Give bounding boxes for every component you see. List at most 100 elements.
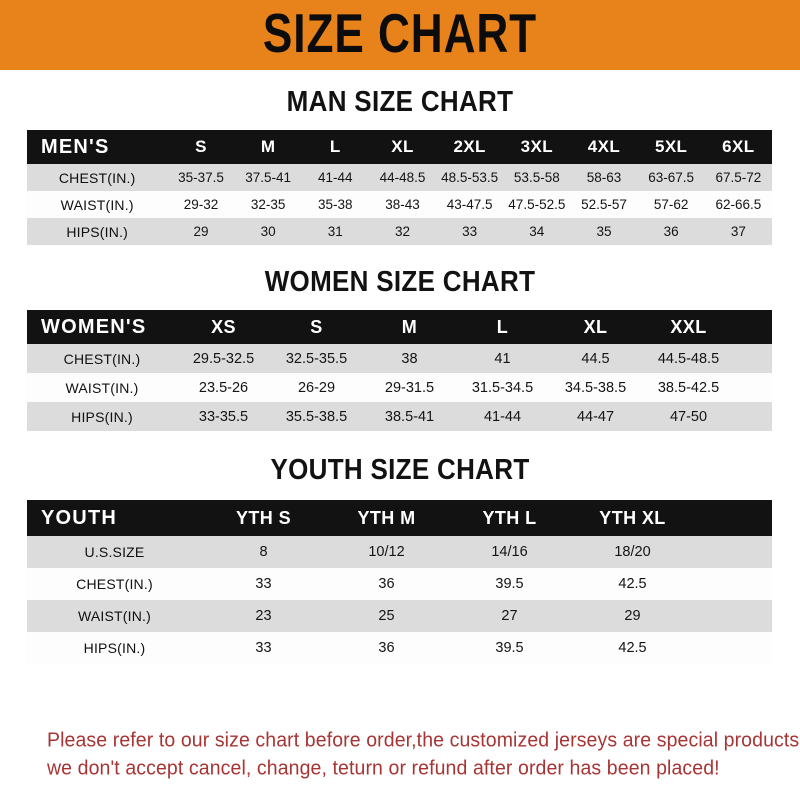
table-cell: 44-48.5: [379, 170, 426, 185]
table-cell: 37.5-41: [245, 170, 292, 185]
section-title-women: WOMEN SIZE CHART: [264, 264, 536, 298]
man-size-col-1: M: [260, 137, 276, 156]
table-cell: 32.5-35.5: [285, 350, 348, 367]
youth-corner-label: YOUTH: [41, 506, 117, 529]
man-size-col-3: XL: [391, 137, 414, 156]
table-header-row: WOMEN'S XS S M L XL XXL: [27, 310, 772, 344]
women-table-header: WOMEN'S XS S M L XL XXL: [27, 310, 772, 344]
women-size-col-1: S: [310, 316, 323, 337]
table-cell: 29: [624, 608, 641, 624]
footer-note-line-2: we don't accept cancel, change, teturn o…: [47, 756, 720, 780]
man-size-col-6: 4XL: [587, 137, 621, 156]
table-cell: 57-62: [653, 197, 689, 212]
women-size-col-5: XXL: [670, 316, 707, 337]
table-cell: 52.5-57: [581, 197, 627, 212]
women-size-table: WOMEN'S XS S M L XL XXL CHEST(IN.) 29.5-…: [27, 310, 772, 431]
table-cell: 33-35.5: [198, 408, 249, 425]
table-row: CHEST(IN.) 33 36 39.5 42.5: [27, 568, 772, 600]
table-cell: 14/16: [491, 544, 528, 560]
table-cell: 31: [327, 224, 343, 239]
table-cell: 63-67.5: [648, 170, 695, 185]
table-row: CHEST(IN.) 35-37.5 37.5-41 41-44 44-48.5…: [27, 164, 772, 191]
man-size-col-0: S: [195, 137, 207, 156]
table-cell: 58-63: [586, 170, 622, 185]
women-size-col-3: L: [496, 316, 509, 337]
man-table-header: MEN'S S M L XL 2XL 3XL 4XL 5XL 6XL: [27, 130, 772, 164]
table-cell: 38.5-41: [384, 408, 435, 425]
table-header-row: MEN'S S M L XL 2XL 3XL 4XL 5XL 6XL: [27, 130, 772, 164]
section-title-man: MAN SIZE CHART: [286, 84, 514, 118]
man-size-col-4: 2XL: [453, 137, 486, 156]
table-cell: 44.5-48.5: [657, 350, 720, 367]
row-filler: [735, 373, 772, 402]
man-corner-label: MEN'S: [41, 135, 110, 158]
table-row: WAIST(IN.) 23.5-26 26-29 29-31.5 31.5-34…: [27, 373, 772, 402]
table-cell: 38-43: [385, 197, 420, 212]
youth-size-col-2: YTH L: [482, 507, 537, 528]
table-cell: 27: [501, 608, 518, 624]
table-cell: 44.5: [581, 350, 610, 367]
women-table-body: CHEST(IN.) 29.5-32.5 32.5-35.5 38 41 44.…: [27, 344, 772, 431]
table-cell: 29.5-32.5: [192, 350, 255, 367]
table-row: HIPS(IN.) 33 36 39.5 42.5: [27, 632, 772, 664]
table-cell: 25: [378, 608, 395, 624]
table-cell: 35-38: [318, 197, 353, 212]
youth-table-header: YOUTH YTH S YTH M YTH L YTH XL: [27, 500, 772, 536]
row-filler: [694, 600, 772, 632]
table-header-row: YOUTH YTH S YTH M YTH L YTH XL: [27, 500, 772, 536]
man-size-col-2: L: [329, 137, 341, 156]
table-cell: 30: [260, 224, 276, 239]
table-cell: 8: [259, 544, 268, 560]
table-row: WAIST(IN.) 29-32 32-35 35-38 38-43 43-47…: [27, 191, 772, 218]
youth-size-table: YOUTH YTH S YTH M YTH L YTH XL U.S.SIZE …: [27, 500, 772, 664]
youth-row-label-0: U.S.SIZE: [84, 544, 145, 560]
women-row-label-2: HIPS(IN.): [71, 408, 133, 425]
table-cell: 33: [462, 224, 478, 239]
table-cell: 23: [255, 608, 272, 624]
table-cell: 67.5-72: [715, 170, 762, 185]
table-cell: 35-37.5: [178, 170, 224, 185]
row-filler: [694, 632, 772, 664]
table-row: HIPS(IN.) 29 30 31 32 33 34 35 36 37: [27, 218, 772, 245]
table-cell: 23.5-26: [198, 379, 249, 396]
table-cell: 26-29: [297, 379, 336, 396]
women-size-col-4: XL: [583, 316, 608, 337]
table-cell: 34.5-38.5: [564, 379, 627, 396]
table-cell: 36: [663, 224, 679, 239]
section-women: WOMEN SIZE CHART WOMEN'S XS S M L XL XXL: [27, 245, 773, 431]
table-cell: 35: [596, 224, 612, 239]
women-header-filler: [735, 310, 772, 344]
youth-row-label-1: CHEST(IN.): [76, 576, 153, 592]
row-filler: [694, 568, 772, 600]
table-cell: 43-47.5: [446, 197, 493, 212]
man-row-label-2: HIPS(IN.): [66, 223, 129, 240]
table-cell: 29-32: [183, 197, 219, 212]
table-cell: 41-44: [318, 170, 353, 185]
table-row: HIPS(IN.) 33-35.5 35.5-38.5 38.5-41 41-4…: [27, 402, 772, 431]
section-youth: YOUTH SIZE CHART YOUTH YTH S YTH M YTH L…: [27, 431, 773, 664]
section-man: MAN SIZE CHART MEN'S S M L XL 2XL 3XL 4X…: [27, 70, 773, 245]
table-cell: 37: [730, 224, 746, 239]
table-cell: 36: [378, 640, 395, 656]
row-filler: [735, 344, 772, 373]
table-row: U.S.SIZE 8 10/12 14/16 18/20: [27, 536, 772, 568]
table-cell: 33: [255, 640, 272, 656]
table-row: CHEST(IN.) 29.5-32.5 32.5-35.5 38 41 44.…: [27, 344, 772, 373]
table-cell: 29-31.5: [384, 379, 435, 396]
table-cell: 39.5: [495, 640, 524, 656]
man-row-label-1: WAIST(IN.): [60, 196, 134, 213]
footer-note: Please refer to our size chart before or…: [27, 726, 800, 800]
page-banner: SIZE CHART: [0, 0, 800, 70]
table-cell: 38.5-42.5: [657, 379, 720, 396]
footer-note-line-1: Please refer to our size chart before or…: [47, 728, 800, 752]
table-row: WAIST(IN.) 23 25 27 29: [27, 600, 772, 632]
women-row-label-0: CHEST(IN.): [63, 350, 141, 367]
table-cell: 41: [494, 350, 511, 367]
man-size-col-8: 6XL: [722, 137, 755, 156]
page-title: SIZE CHART: [262, 4, 538, 65]
row-filler: [735, 402, 772, 431]
youth-size-col-3: YTH XL: [599, 507, 666, 528]
table-cell: 32-35: [250, 197, 286, 212]
table-cell: 31.5-34.5: [471, 379, 534, 396]
women-row-label-1: WAIST(IN.): [65, 379, 139, 396]
